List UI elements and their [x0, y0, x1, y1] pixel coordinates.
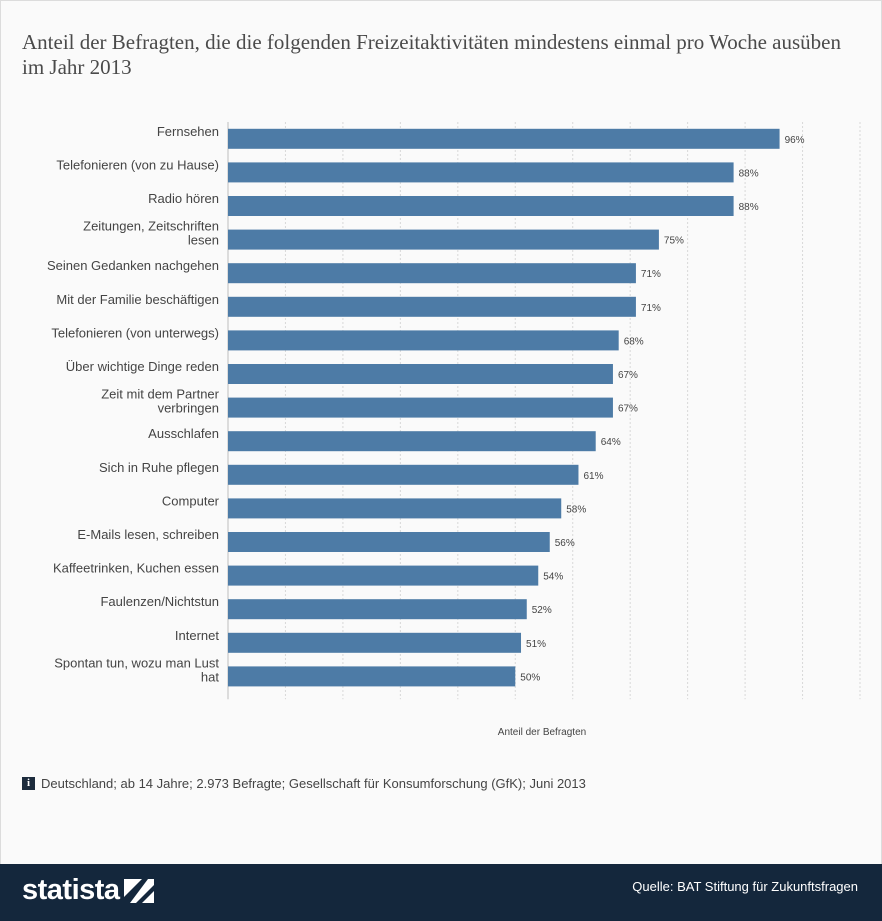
category-label: Internet: [175, 628, 219, 643]
category-label: Faulenzen/Nichtstun: [100, 594, 219, 609]
category-label: E-Mails lesen, schreiben: [77, 527, 219, 542]
category-label: verbringen: [158, 401, 219, 416]
category-label: lesen: [188, 233, 219, 248]
category-label: Zeitungen, Zeitschriften: [83, 219, 219, 234]
bar[interactable]: [228, 632, 522, 653]
category-label: Mit der Familie beschäftigen: [56, 292, 219, 307]
bar[interactable]: [228, 431, 596, 452]
category-label: Spontan tun, wozu man Lust: [54, 655, 219, 670]
bar-value-label: 51%: [526, 639, 546, 650]
bar-value-label: 71%: [641, 269, 661, 280]
bar-value-label: 56%: [555, 538, 575, 549]
category-label: Zeit mit dem Partner: [101, 387, 219, 402]
bar-value-label: 67%: [618, 370, 638, 381]
bar[interactable]: [228, 397, 613, 418]
category-label: Sich in Ruhe pflegen: [99, 460, 219, 475]
info-icon[interactable]: i: [22, 777, 35, 790]
x-axis-label: Anteil der Befragten: [498, 727, 586, 738]
bar-value-label: 96%: [785, 135, 805, 146]
bar[interactable]: [228, 498, 562, 519]
category-label: Telefonieren (von unterwegs): [51, 325, 219, 340]
bar[interactable]: [228, 128, 780, 149]
category-label: Radio hören: [148, 191, 219, 206]
bar-value-label: 54%: [543, 572, 563, 583]
bar[interactable]: [228, 599, 527, 620]
bar[interactable]: [228, 330, 619, 351]
bar-value-label: 67%: [618, 404, 638, 415]
bar-value-label: 88%: [739, 168, 759, 179]
bar[interactable]: [228, 464, 579, 485]
category-label: Fernsehen: [157, 124, 219, 139]
bar[interactable]: [228, 532, 550, 552]
bar-value-label: 64%: [601, 437, 621, 448]
bar-value-label: 75%: [664, 236, 684, 247]
category-label: Ausschlafen: [148, 426, 219, 441]
footnote: i Deutschland; ab 14 Jahre; 2.973 Befrag…: [22, 776, 586, 791]
bar[interactable]: [228, 666, 516, 687]
logo-text: statista: [22, 874, 120, 906]
category-label: Computer: [162, 493, 220, 508]
bar-value-label: 58%: [566, 504, 586, 515]
statista-logo-mark-icon: [123, 878, 154, 903]
bar-value-label: 61%: [583, 471, 603, 482]
bar[interactable]: [228, 162, 734, 183]
bar-chart: 96% Fernsehen 88% Telefonieren (von zu Haus…: [47, 122, 861, 738]
chart-title: Anteil der Befragten, die die folgenden …: [22, 30, 841, 79]
category-label: Telefonieren (von zu Hause): [56, 157, 219, 172]
source-text: Quelle: BAT Stiftung für Zukunftsfragen: [632, 879, 858, 894]
bar[interactable]: [228, 296, 636, 317]
bar[interactable]: [228, 229, 659, 250]
category-label: hat: [201, 669, 219, 684]
bar[interactable]: [228, 364, 613, 384]
bar-value-label: 68%: [624, 336, 644, 347]
footnote-text: Deutschland; ab 14 Jahre; 2.973 Befragte…: [41, 776, 586, 791]
category-label: Über wichtige Dinge reden: [66, 359, 219, 374]
category-label: Kaffeetrinken, Kuchen essen: [53, 561, 219, 576]
bar[interactable]: [228, 196, 734, 216]
bar[interactable]: [228, 263, 636, 284]
bar[interactable]: [228, 565, 539, 586]
footer-bar: statista Quelle: BAT Stiftung für Zukunf…: [0, 864, 882, 921]
bar-value-label: 50%: [520, 672, 540, 683]
bar-value-label: 88%: [739, 202, 759, 213]
category-label: Seinen Gedanken nachgehen: [47, 258, 219, 273]
statista-logo[interactable]: statista: [22, 874, 154, 907]
bar-value-label: 52%: [532, 605, 552, 616]
bar-value-label: 71%: [641, 303, 661, 314]
